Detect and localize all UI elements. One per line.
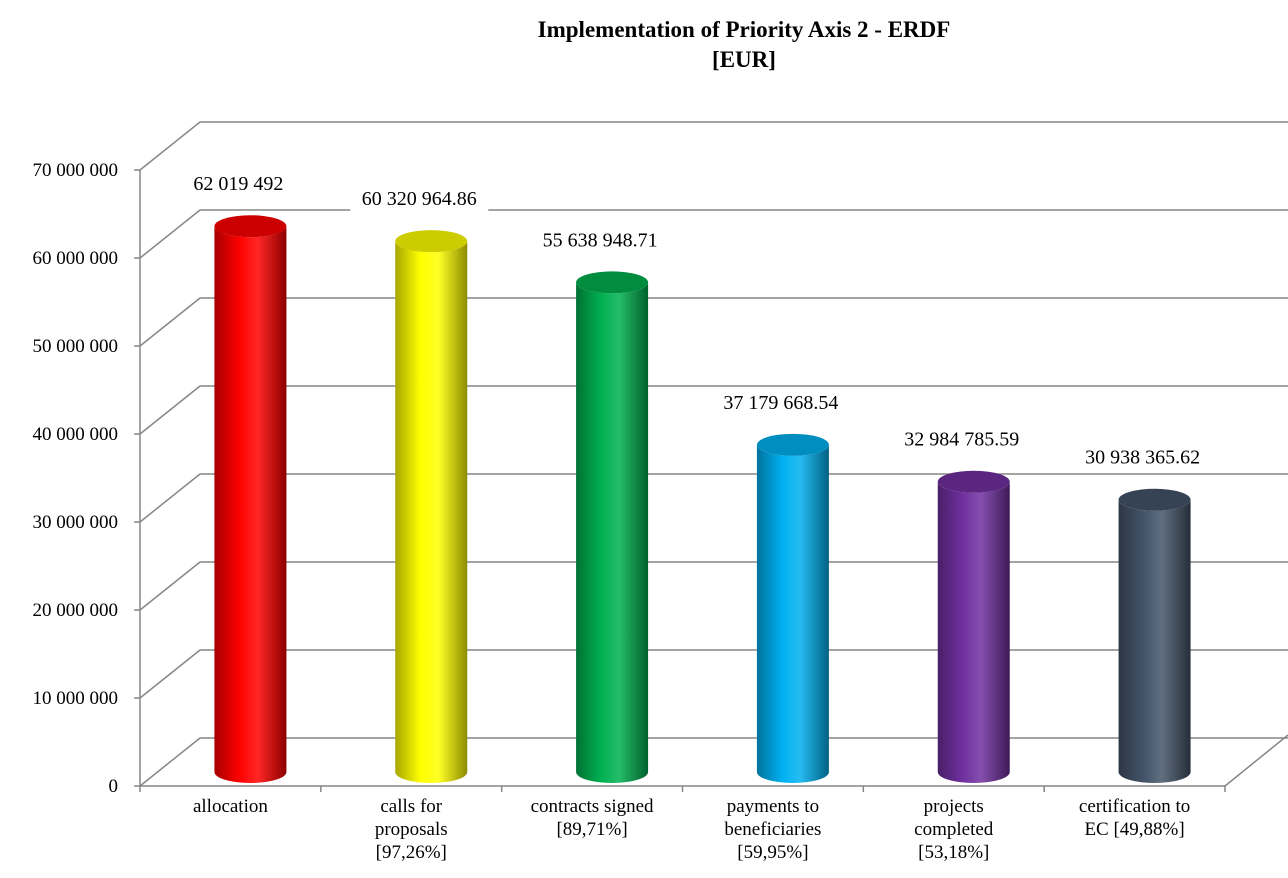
bar-top xyxy=(937,470,1010,493)
x-tick-label: certification to EC [49,88%] xyxy=(1079,796,1190,840)
data-label-bg xyxy=(892,426,1031,453)
data-label: 55 638 948.71 xyxy=(543,229,658,251)
side-wall-gridline xyxy=(139,473,201,523)
data-label-bg xyxy=(350,186,489,213)
floor-edge xyxy=(1224,734,1288,787)
y-tick-label: 50 000 000 xyxy=(33,336,119,357)
data-label: 62 019 492 xyxy=(193,173,283,195)
bar xyxy=(395,241,468,784)
y-tick-label: 10 000 000 xyxy=(33,688,119,709)
bar xyxy=(576,282,649,784)
side-wall-gridline xyxy=(139,385,201,435)
x-tick-label: payments to beneficiaries [59,95%] xyxy=(724,796,821,863)
bar-top xyxy=(756,433,829,456)
x-tick-label: projects completed [53,18%] xyxy=(914,796,994,863)
data-label-bg xyxy=(184,171,293,198)
bar xyxy=(1118,499,1191,784)
side-wall-gridline xyxy=(139,649,201,699)
bar-top xyxy=(214,215,287,238)
bar-top xyxy=(395,230,468,253)
bar-top xyxy=(1118,488,1191,511)
chart-subtitle: [EUR] xyxy=(712,47,776,72)
side-wall-gridline xyxy=(139,297,201,347)
bars xyxy=(214,215,1191,784)
side-wall-gridline xyxy=(139,121,201,171)
side-wall-gridline xyxy=(139,209,201,259)
side-wall-gridline xyxy=(139,737,201,787)
data-label: 32 984 785.59 xyxy=(904,429,1019,451)
y-tick-label: 40 000 000 xyxy=(33,424,119,445)
y-tick-label: 70 000 000 xyxy=(33,160,119,181)
y-tick-label: 30 000 000 xyxy=(33,512,119,533)
data-label-bg xyxy=(711,389,850,416)
x-tick-label: calls for proposals [97,26%] xyxy=(375,796,448,863)
y-tick-label: 20 000 000 xyxy=(33,600,119,621)
y-tick-label: 60 000 000 xyxy=(33,248,119,269)
x-tick-label: allocation xyxy=(193,796,268,817)
data-label: 37 179 668.54 xyxy=(723,392,838,414)
chart-title: Implementation of Priority Axis 2 - ERDF xyxy=(538,17,951,42)
x-axis: allocation calls for proposals [97,26%] cont… xyxy=(139,786,1226,863)
bar xyxy=(214,226,287,783)
data-labels: 62 019 492 60 320 964.86 55 638 948.71 37 1… xyxy=(184,171,1212,471)
data-label: 60 320 964.86 xyxy=(362,188,477,210)
side-wall-gridline xyxy=(139,561,201,611)
y-tick-label: 0 xyxy=(109,776,119,797)
bar-top xyxy=(576,271,649,294)
data-label-bg xyxy=(531,227,670,254)
bar xyxy=(937,481,1010,784)
data-label-bg xyxy=(1073,444,1212,471)
bar xyxy=(756,444,829,784)
data-label: 30 938 365.62 xyxy=(1085,447,1200,469)
y-axis: 0 10 000 000 20 000 000 30 000 000 40 000 00… xyxy=(33,160,140,797)
x-tick-label: contracts signed [89,71%] xyxy=(531,796,654,840)
